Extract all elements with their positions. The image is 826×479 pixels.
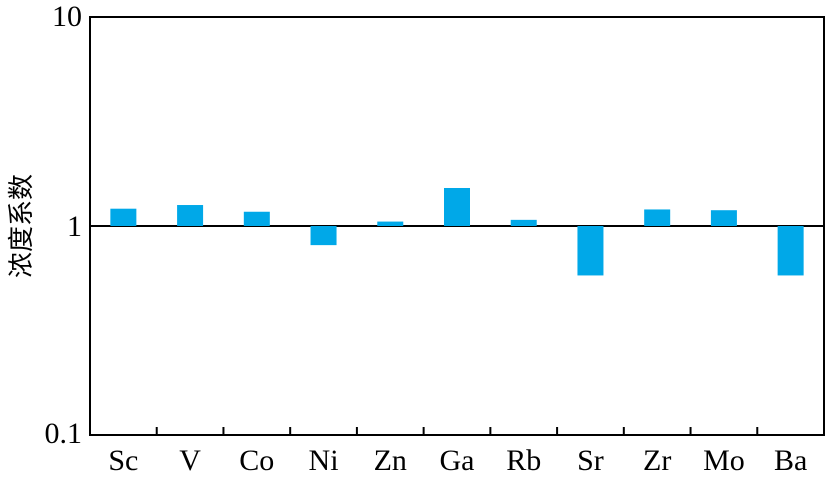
- x-tick-label-ga: Ga: [440, 444, 475, 477]
- x-tick-label-zr: Zr: [643, 444, 671, 477]
- x-tick-label-co: Co: [239, 444, 274, 477]
- x-ticks-group: Sc V Co Ni Zn Ga Rb Sr Zr Mo Ba: [108, 427, 807, 477]
- y-tick-label: 10: [52, 0, 82, 33]
- x-tick-label-zn: Zn: [374, 444, 407, 477]
- bar-rb: [510, 219, 537, 226]
- bar-zn: [377, 221, 404, 226]
- y-tick-label: 0.1: [45, 417, 83, 450]
- x-tick-label-v: V: [179, 444, 201, 477]
- x-tick-label-sr: Sr: [577, 444, 604, 477]
- y-axis-label: 浓度系数: [7, 174, 37, 278]
- bar-ga: [444, 187, 470, 226]
- x-tick-label-ba: Ba: [774, 444, 807, 477]
- bar-sr: [577, 226, 604, 276]
- bar-co: [243, 211, 270, 226]
- bar-ni: [310, 226, 337, 246]
- bar-v: [177, 205, 204, 226]
- x-tick-label-sc: Sc: [108, 444, 138, 477]
- x-tick-label-ni: Ni: [309, 444, 339, 477]
- bar-zr: [644, 209, 671, 226]
- bar-ba: [777, 226, 804, 276]
- bar-sc: [110, 208, 137, 226]
- y-ticks-group: 10 1 0.1: [45, 0, 98, 450]
- y-tick-label: 1: [67, 210, 82, 243]
- x-tick-label-mo: Mo: [703, 444, 745, 477]
- bars-group: [110, 187, 804, 276]
- bar-mo: [710, 210, 737, 226]
- x-tick-label-rb: Rb: [506, 444, 541, 477]
